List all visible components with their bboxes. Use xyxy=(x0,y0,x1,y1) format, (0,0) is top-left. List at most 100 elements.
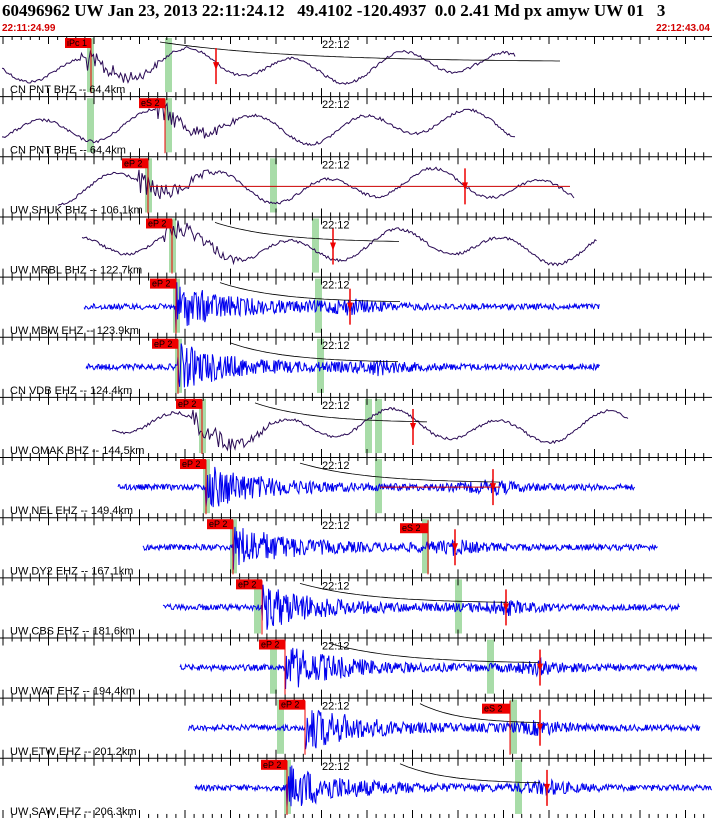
p-pick-label: eP 2 xyxy=(124,158,142,168)
pick-window-marker xyxy=(510,699,517,754)
trace-row[interactable]: 22:12 eP 2 eS 2 UW ETW EHZ -- 201.2km xyxy=(0,697,712,758)
station-label: CN PNT BHZ -- 64.4km xyxy=(10,84,125,96)
coda-decay-curve xyxy=(329,643,539,663)
p-pick-flag[interactable] xyxy=(261,759,287,770)
seismogram-panel[interactable]: 22:12 iPc 1 CN PNT BHZ -- 64.4km 22:12 eS 2 C… xyxy=(0,36,712,818)
station-label: UW SHUK BHZ -- 106.1km xyxy=(10,204,143,216)
amplitude-arrow xyxy=(544,783,550,792)
minute-label: 22:12 xyxy=(322,340,350,352)
p-pick-label: eP 2 xyxy=(281,700,299,710)
coda-decay-curve xyxy=(254,402,428,423)
pick-window-marker xyxy=(277,699,284,754)
station-label: UW DY2 EHZ -- 167.1km xyxy=(10,565,133,577)
minute-label: 22:12 xyxy=(322,701,350,713)
p-pick-flag[interactable] xyxy=(146,218,172,229)
amplitude-arrow xyxy=(410,422,416,431)
seismic-waveform xyxy=(117,466,636,508)
p-pick-label: eP 2 xyxy=(178,399,196,409)
seismic-waveform xyxy=(83,282,600,331)
station-label: CN VDB EHZ -- 124.4km xyxy=(10,385,132,397)
trace-row[interactable]: 22:12 eP 2 UW NEL EHZ -- 149.4km xyxy=(0,457,712,518)
p-pick-flag[interactable] xyxy=(150,278,176,289)
pick-window-marker xyxy=(515,759,522,814)
p-pick-label: eP 2 xyxy=(209,519,227,529)
coda-decay-curve xyxy=(419,703,541,724)
trace-row[interactable]: 22:12 eP 2 UW SHUK BHZ -- 106.1km xyxy=(0,156,712,217)
station-label: UW WAT EHZ -- 194.4km xyxy=(10,686,135,698)
seismic-waveform xyxy=(187,709,701,750)
seismic-waveform xyxy=(194,765,712,808)
coda-decay-curve xyxy=(219,282,401,302)
seismic-waveform xyxy=(57,166,575,206)
p-pick-flag[interactable] xyxy=(207,519,233,530)
p-pick-label: eP 2 xyxy=(154,339,172,349)
trace-row[interactable]: 22:12 eP 2 eS 2 UW DY2 EHZ -- 167.1km xyxy=(0,517,712,578)
event-title: 60496962 UW Jan 23, 2013 22:11:24.12 49.… xyxy=(2,1,666,20)
station-label: UW NEL EHZ -- 149.4km xyxy=(10,505,133,517)
p-pick-flag[interactable] xyxy=(176,398,202,409)
station-label: UW SAW EHZ -- 206.3km xyxy=(10,806,137,818)
window-end-time: 22:12:43.04 xyxy=(656,23,710,34)
coda-decay-curve xyxy=(299,462,501,483)
minute-label: 22:12 xyxy=(322,99,350,111)
pick-window-marker xyxy=(487,639,494,694)
pick-window-marker xyxy=(375,398,382,454)
minute-label: 22:12 xyxy=(322,761,350,773)
trace-row[interactable]: 22:12 iPc 1 CN PNT BHZ -- 64.4km xyxy=(0,36,712,97)
seismic-waveform xyxy=(179,647,698,690)
seismic-waveform xyxy=(85,343,601,388)
p-pick-flag[interactable] xyxy=(139,98,165,109)
station-label: UW CBS EHZ -- 181.6km xyxy=(10,626,135,638)
p-pick-label: eP 2 xyxy=(182,459,200,469)
p-pick-flag[interactable] xyxy=(65,38,91,48)
minute-label: 22:12 xyxy=(322,159,350,171)
p-pick-flag[interactable] xyxy=(236,579,262,590)
pick-window-marker xyxy=(165,38,172,93)
minute-label: 22:12 xyxy=(322,460,350,472)
coda-decay-curve xyxy=(399,763,541,784)
trace-row[interactable]: 22:12 eP 2 UW OMAK BHZ -- 144.5km xyxy=(0,396,712,458)
trace-row[interactable]: 22:12 eS 2 CN PNT BHE -- 64.4km xyxy=(0,96,712,157)
trace-row[interactable]: 22:12 eP 2 UW CBS EHZ -- 181.6km xyxy=(0,577,712,638)
minute-label: 22:12 xyxy=(322,219,350,231)
amplitude-arrow xyxy=(503,603,509,612)
pick-window-marker xyxy=(87,98,94,153)
station-label: UW ETW EHZ -- 201.2km xyxy=(10,746,137,758)
seismogram-header: 60496962 UW Jan 23, 2013 22:11:24.12 49.… xyxy=(0,0,712,36)
p-pick-flag[interactable] xyxy=(152,338,178,349)
minute-label: 22:12 xyxy=(322,580,350,592)
seismic-waveform xyxy=(142,526,658,570)
coda-decay-curve xyxy=(299,583,508,603)
p-pick-flag[interactable] xyxy=(279,699,305,710)
minute-label: 22:12 xyxy=(322,641,350,653)
s-pick-flag[interactable] xyxy=(400,523,428,534)
seismic-waveform xyxy=(111,406,629,452)
amplitude-arrow xyxy=(347,302,353,311)
amplitude-arrow xyxy=(537,663,543,672)
pick-window-marker xyxy=(270,639,277,694)
p-pick-flag[interactable] xyxy=(122,158,148,169)
seismic-waveform xyxy=(162,584,681,630)
minute-label: 22:12 xyxy=(322,280,350,292)
s-pick-flag[interactable] xyxy=(482,703,510,714)
trace-row[interactable]: 22:12 eP 2 UW WAT EHZ -- 194.4km xyxy=(0,637,712,698)
p-pick-label: eP 2 xyxy=(152,279,170,289)
trace-row[interactable]: 22:12 eP 2 UW MBW EHZ -- 123.9km xyxy=(0,276,712,337)
pick-window-marker xyxy=(270,158,277,213)
pick-window-marker xyxy=(317,338,324,393)
p-pick-label: eP 2 xyxy=(261,640,279,650)
s-pick-label: eS 2 xyxy=(484,704,503,714)
s-pick-label: eS 2 xyxy=(402,523,421,533)
station-label: UW OMAK BHZ -- 144.5km xyxy=(10,445,144,457)
p-pick-flag[interactable] xyxy=(180,459,206,470)
trace-row[interactable]: 22:12 eP 2 UW SAW EHZ -- 206.3km xyxy=(0,757,712,818)
trace-row[interactable]: 22:12 eP 2 CN VDB EHZ -- 124.4km xyxy=(0,336,712,397)
trace-row[interactable]: 22:12 eP 2 UW MRBL BHZ -- 122.7km xyxy=(0,216,712,277)
p-pick-label: eP 2 xyxy=(148,218,166,228)
p-pick-label: eP 2 xyxy=(263,760,281,770)
p-pick-label: eS 2 xyxy=(141,98,160,108)
p-pick-flag[interactable] xyxy=(259,639,285,650)
pick-window-marker xyxy=(312,218,319,273)
station-label: UW MBW EHZ -- 123.9km xyxy=(10,325,139,337)
seismic-waveform xyxy=(1,100,516,147)
